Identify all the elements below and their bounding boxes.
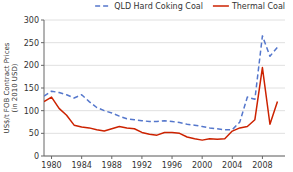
- y-axis-label: US$/t FOB Contract Prices(in 2010 USD): [3, 42, 19, 133]
- x-tick-label: 2008: [252, 161, 272, 170]
- plot-lines: [44, 36, 277, 140]
- series-line: [44, 68, 277, 141]
- legend: QLD Hard Coking Coal Thermal Coal: [95, 2, 285, 11]
- x-tick-label: 1996: [162, 161, 182, 170]
- legend-label: Thermal Coal: [231, 2, 285, 11]
- legend-swatch: [213, 5, 229, 7]
- x-tick-label: 1992: [132, 161, 152, 170]
- y-tick-label: 100: [24, 107, 39, 116]
- grid-line: [44, 88, 285, 89]
- y-axis-line: [44, 20, 45, 156]
- grid-line: [44, 20, 285, 21]
- grid-line: [44, 110, 285, 111]
- y-tick-label: 200: [24, 61, 39, 70]
- grid-line: [44, 65, 285, 66]
- chart: 0 50 100 150 200 250 300 1980 1984 1988 1992 1996 20…: [0, 0, 293, 172]
- x-tick-label: 1984: [71, 161, 91, 170]
- grid-line: [44, 42, 285, 43]
- legend-swatch: [95, 5, 111, 7]
- x-tick-label: 1988: [102, 161, 122, 170]
- y-tick-label: 50: [29, 129, 39, 138]
- y-axis-label-line: US$/t FOB Contract Prices: [3, 42, 11, 133]
- y-tick-label: 300: [24, 16, 39, 25]
- y-axis-label-line: (in 2010 USD): [11, 63, 19, 112]
- grid-line: [44, 156, 285, 157]
- x-tick-label: 2004: [222, 161, 242, 170]
- x-tick-label: 1980: [41, 161, 61, 170]
- x-axis-line: [44, 156, 285, 157]
- y-tick-label: 250: [24, 39, 39, 48]
- y-tick-label: 0: [34, 152, 39, 161]
- series-line: [44, 36, 277, 130]
- x-tick-label: 2000: [192, 161, 212, 170]
- y-tick-label: 150: [24, 84, 39, 93]
- legend-label: QLD Hard Coking Coal: [114, 2, 203, 11]
